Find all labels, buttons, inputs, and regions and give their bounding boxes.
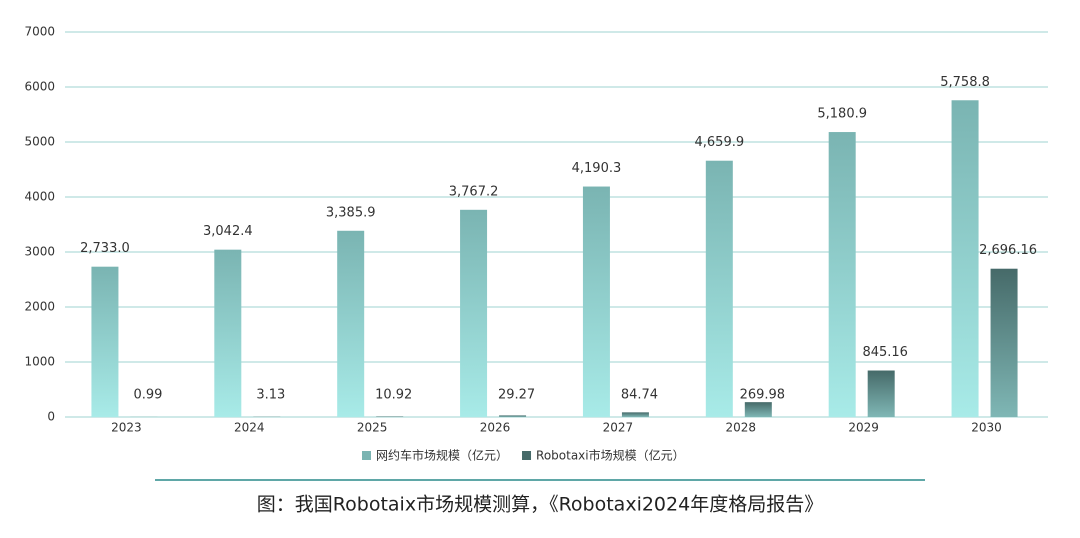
bar	[460, 209, 488, 417]
y-tick-label: 7000	[24, 25, 55, 39]
value-label: 2,733.0	[80, 241, 130, 256]
bar	[214, 249, 242, 417]
x-tick-label: 2023	[111, 421, 142, 435]
x-tick-label: 2026	[480, 421, 511, 435]
bar	[951, 100, 979, 418]
value-label: 3,042.4	[203, 224, 253, 239]
y-tick-label: 1000	[24, 355, 55, 369]
x-tick-label: 2028	[726, 421, 757, 435]
bar	[582, 186, 610, 417]
value-label: 29.27	[498, 388, 535, 403]
value-label: 845.16	[862, 345, 908, 360]
legend-label: Robotaxi市场规模（亿元）	[536, 448, 685, 463]
value-label: 0.99	[133, 388, 162, 403]
value-label: 269.98	[740, 388, 786, 403]
y-tick-label: 0	[47, 410, 55, 424]
value-label: 3,385.9	[326, 205, 376, 220]
caption: 图：我国Robotaix市场规模测算，《Robotaxi2024年度格局报告》	[257, 494, 823, 516]
x-tick-label: 2024	[234, 421, 265, 435]
value-label: 4,190.3	[572, 161, 622, 176]
bar	[621, 412, 649, 417]
value-label: 10.92	[375, 388, 412, 403]
bar	[499, 415, 527, 417]
bar	[91, 266, 119, 417]
value-label: 84.74	[621, 388, 658, 403]
bar	[828, 132, 856, 417]
value-label: 3,767.2	[449, 184, 499, 199]
bar	[867, 370, 895, 417]
y-tick-label: 2000	[24, 300, 55, 314]
y-tick-label: 5000	[24, 135, 55, 149]
bar	[744, 402, 772, 417]
value-label: 5,180.9	[817, 107, 867, 122]
y-tick-label: 4000	[24, 190, 55, 204]
value-label: 3.13	[256, 388, 285, 403]
value-label: 2,696.16	[979, 243, 1037, 258]
x-tick-label: 2025	[357, 421, 388, 435]
bar	[705, 160, 733, 417]
x-tick-label: 2030	[971, 421, 1002, 435]
y-tick-label: 3000	[24, 245, 55, 259]
y-tick-label: 6000	[24, 80, 55, 94]
x-tick-label: 2029	[848, 421, 879, 435]
value-label: 4,659.9	[695, 135, 745, 150]
x-tick-label: 2027	[603, 421, 634, 435]
value-label: 5,758.8	[940, 75, 990, 90]
bar	[337, 230, 365, 417]
legend-label: 网约车市场规模（亿元）	[376, 448, 508, 463]
legend-swatch	[362, 451, 371, 460]
bar	[990, 268, 1018, 417]
bar	[376, 416, 404, 417]
legend-swatch	[522, 451, 532, 460]
